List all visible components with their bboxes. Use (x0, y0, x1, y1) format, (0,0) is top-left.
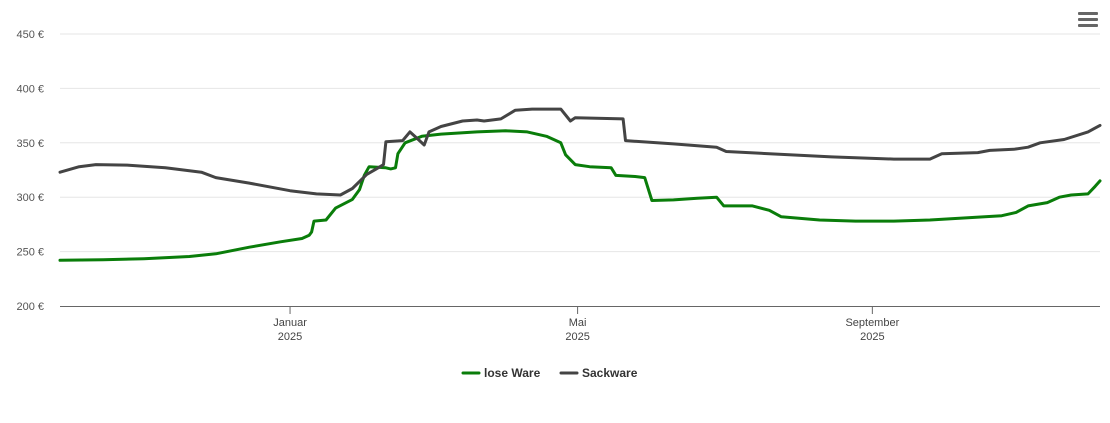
x-tick-label-month: Januar (273, 317, 307, 329)
legend[interactable]: lose Ware Sackware (461, 366, 638, 380)
series-line-lose-ware (58, 129, 1102, 262)
x-tick-label-year: 2025 (860, 331, 884, 343)
legend-item-lose-ware[interactable]: lose Ware (461, 366, 541, 380)
y-tick-label: 200 € (16, 301, 44, 313)
grid-lines (60, 33, 1100, 253)
x-tick-label-year: 2025 (565, 331, 589, 343)
y-tick-label: 300 € (16, 192, 44, 204)
series-line-sackware (58, 107, 1102, 197)
series-lines (58, 107, 1102, 262)
legend-label: Sackware (582, 366, 638, 380)
legend-label: lose Ware (484, 366, 541, 380)
hamburger-menu-icon[interactable] (1076, 12, 1100, 32)
y-axis-ticks: 200 € 250 € 300 € 350 € 400 € 450 € (16, 29, 44, 313)
x-tick-label-year: 2025 (278, 331, 302, 343)
y-tick-label: 350 € (16, 138, 44, 150)
y-tick-label: 400 € (16, 83, 44, 95)
y-tick-label: 250 € (16, 247, 44, 259)
x-tick-label-month: Mai (569, 317, 587, 329)
x-tick-label-month: September (845, 317, 899, 329)
y-tick-label: 450 € (16, 29, 44, 41)
x-axis: Januar 2025 Mai 2025 September 2025 (60, 306, 1100, 343)
legend-item-sackware[interactable]: Sackware (559, 366, 638, 380)
